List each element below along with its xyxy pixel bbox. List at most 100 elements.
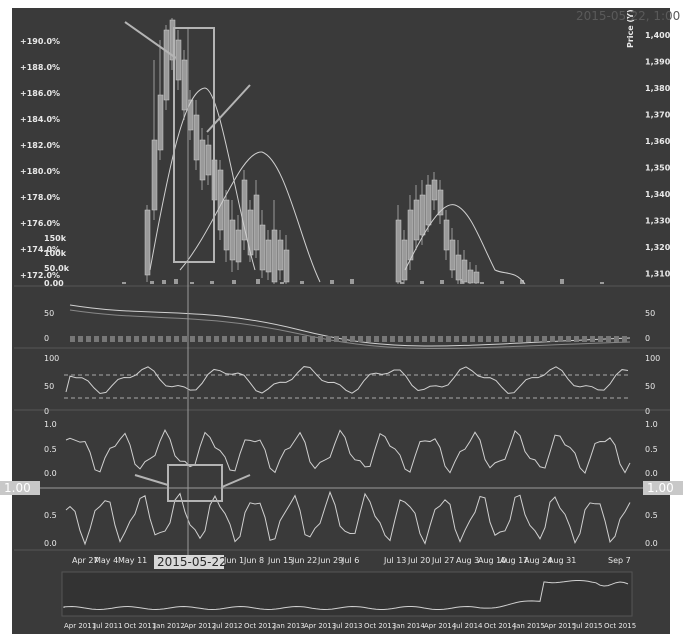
oscillator-right-tick: 50: [645, 382, 655, 391]
time-axis-label: Jun 8: [243, 556, 264, 565]
volume-bar: [330, 280, 334, 284]
right-tick-label: 1,340: [645, 190, 671, 199]
navigator-axis-label: Jul 2013: [333, 622, 363, 630]
histogram-bar: [358, 336, 363, 342]
right-tick-label: 1,390: [645, 58, 671, 67]
left-tick-label: +178.0%: [20, 193, 60, 202]
histogram-bar: [414, 336, 419, 342]
right-tick-label: 1,370: [645, 111, 671, 120]
candle-body: [199, 139, 206, 181]
left-tick-label: +188.0%: [20, 63, 60, 72]
candle-body: [283, 249, 290, 283]
navigator-axis-label: Jan 2014: [393, 622, 425, 630]
oscillator-left-tick: 0.5: [44, 511, 57, 520]
arrow-upper-right: [206, 84, 251, 133]
volume-bar: [210, 281, 214, 284]
histogram-bar: [278, 336, 283, 342]
stochastic-line: [65, 428, 631, 474]
candle-body: [157, 94, 164, 151]
rsi-line: [65, 366, 629, 395]
navigator-axis-label: Jul 2012: [213, 622, 243, 630]
rsi-oscillator: 100 100 50 50 0 0: [44, 354, 660, 416]
arrow-upper-left: [124, 21, 177, 59]
volume-bar: [190, 282, 194, 284]
volume-bars: [122, 279, 604, 284]
volume-bar: [300, 281, 304, 284]
crosshair-right-badge: [643, 481, 683, 495]
left-tick-label: +172.0%: [20, 271, 60, 280]
candle-body: [407, 209, 414, 261]
left-tick-label: +180.0%: [20, 167, 60, 176]
right-tick-label: 1,310: [645, 270, 671, 279]
histogram-bar: [502, 336, 507, 342]
candle-body: [144, 209, 151, 276]
oscillator-left-tick: 50: [44, 382, 54, 391]
histogram-bar: [206, 336, 211, 342]
histogram-bar: [142, 336, 147, 342]
histogram-bar: [350, 336, 355, 342]
navigator-axis-label: Jul 2011: [93, 622, 123, 630]
left-tick-label: +190.0%: [20, 37, 60, 46]
right-tick-label: 1,380: [645, 84, 671, 93]
oscillator-left-tick: 50: [44, 309, 54, 318]
time-axis-label: Jun 15: [267, 556, 293, 565]
volume-tick-label: 150k: [44, 234, 67, 243]
navigator-axis-label: Oct 2013: [364, 622, 396, 630]
left-tick-label: +174.0%: [20, 245, 60, 254]
navigator-axis-label: Jul 2014: [453, 622, 483, 630]
histogram-bar: [270, 336, 275, 342]
crosshair-date-badge: [154, 555, 224, 569]
histogram-bar: [566, 336, 571, 342]
histogram-bar: [94, 336, 99, 342]
candlesticks-summer: [395, 172, 480, 284]
oscillator-right-tick: 100: [645, 354, 660, 363]
histogram-bar: [334, 336, 339, 342]
navigator[interactable]: [61, 571, 633, 617]
navigator-axis-label: Jan 2012: [153, 622, 185, 630]
histogram-bar: [550, 336, 555, 342]
histogram-bar: [238, 336, 243, 342]
candle-body: [193, 114, 200, 161]
histogram-bar: [310, 336, 315, 342]
histogram-bar: [446, 336, 451, 342]
oscillator-right-tick: 0.5: [645, 445, 658, 454]
time-axis-label: Jul 27: [431, 556, 454, 565]
histogram-bar: [486, 336, 491, 342]
histogram-bar: [398, 336, 403, 342]
time-axis-label: Aug 10: [478, 556, 506, 565]
oscillator-right-tick: 0: [645, 334, 650, 343]
histogram-bar: [150, 336, 155, 342]
candle-body: [431, 179, 438, 201]
oscillator-left-tick: 1.0: [44, 420, 57, 429]
navigator-axis-label: Jul 2015: [573, 622, 603, 630]
histogram-bar: [534, 336, 539, 342]
histogram-bar: [582, 336, 587, 342]
left-tick-label: +184.0%: [20, 115, 60, 124]
candle-body: [181, 59, 188, 111]
left-percent-axis: +190.0% +188.0% +186.0% +184.0% +182.0% +180.…: [20, 37, 60, 280]
histogram-bar: [110, 336, 115, 342]
time-axis-label: Sep 7: [608, 556, 631, 565]
histogram-bar: [494, 336, 499, 342]
candle-body: [401, 239, 408, 281]
candle-body: [419, 194, 426, 236]
oscillator-left-tick: 0.0: [44, 469, 57, 478]
time-axis-label: Jun 22: [291, 556, 317, 565]
candle-body: [253, 194, 260, 251]
histogram-bar: [254, 336, 259, 342]
volume-tick-label: 50.0k: [44, 264, 70, 273]
histogram-bar: [462, 336, 467, 342]
candle-body: [187, 99, 194, 131]
histogram-bar: [542, 336, 547, 342]
candle-body: [235, 229, 242, 263]
histogram-bar: [606, 336, 611, 342]
candle-body: [151, 139, 158, 211]
volume-bar: [480, 282, 484, 284]
oscillator-left-tick: 0.0: [44, 539, 57, 548]
volume-bar: [600, 282, 604, 284]
time-axis-label: May 11: [118, 556, 147, 565]
ma-line-1: [149, 87, 256, 271]
